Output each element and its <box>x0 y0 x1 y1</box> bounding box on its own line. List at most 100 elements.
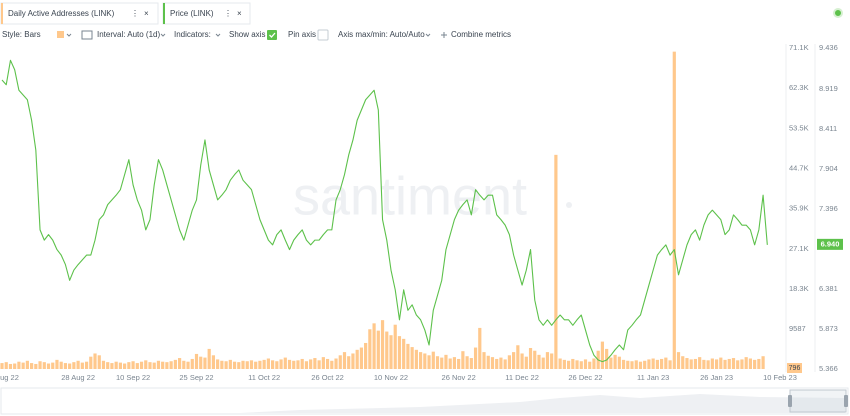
bar <box>393 324 397 369</box>
axis-minmax-select[interactable]: Axis max/min: Auto/Auto <box>338 30 425 39</box>
bar <box>753 359 757 369</box>
bar <box>123 363 127 369</box>
x-tick-label: 26 Nov 22 <box>442 373 476 382</box>
bar <box>131 361 135 369</box>
color-swatch[interactable] <box>57 31 64 38</box>
bar <box>186 361 190 369</box>
bar <box>182 360 186 369</box>
bar <box>97 355 101 369</box>
y-tick-label: 18.3K <box>789 284 809 293</box>
navigator-handle[interactable] <box>788 395 792 407</box>
bar <box>685 358 689 369</box>
bar <box>8 363 13 369</box>
tab-menu[interactable]: ⋮ <box>224 9 232 18</box>
bar <box>702 359 706 369</box>
bar <box>93 353 97 369</box>
tab-menu[interactable]: ⋮ <box>131 9 139 18</box>
bar <box>13 363 17 369</box>
bar <box>757 358 761 369</box>
bar <box>275 361 279 369</box>
bar <box>152 362 156 369</box>
bar <box>655 359 659 369</box>
bar <box>714 359 719 369</box>
bar <box>376 330 380 369</box>
bar <box>321 357 325 369</box>
bar <box>80 362 84 369</box>
bar <box>347 356 351 369</box>
bar <box>177 358 182 369</box>
style-select[interactable]: Style: Bars <box>2 30 41 39</box>
bar <box>698 357 702 369</box>
bar <box>266 358 270 369</box>
combine-metrics[interactable]: Combine metrics <box>451 30 511 39</box>
bar <box>385 331 389 369</box>
x-tick-label: 10 Sep 22 <box>116 373 150 382</box>
bar <box>232 361 237 369</box>
bar <box>216 359 220 369</box>
bar <box>761 356 765 369</box>
bar <box>161 361 165 369</box>
bar <box>558 358 562 369</box>
plot-area <box>0 51 769 370</box>
y2-tick-label: 6.381 <box>819 284 838 293</box>
bar <box>68 363 72 369</box>
bar <box>89 356 93 369</box>
y-tick-label: 62.3K <box>789 83 809 92</box>
tab-close[interactable]: × <box>237 9 242 18</box>
x-tick-label: 10 Feb 23 <box>763 373 797 382</box>
bar <box>423 353 427 369</box>
y-tick-label: 44.7K <box>789 164 809 173</box>
chevron <box>66 33 72 37</box>
y2-tick-label: 8.919 <box>819 84 838 93</box>
bar <box>110 363 114 369</box>
bar <box>503 359 507 369</box>
navigator-handle[interactable] <box>844 395 848 407</box>
bar <box>626 360 630 369</box>
bar <box>537 354 541 369</box>
bar <box>313 358 317 369</box>
y-tick-label: 27.1K <box>789 244 809 253</box>
bar <box>190 358 194 369</box>
bar <box>520 353 524 369</box>
bar <box>389 335 393 369</box>
bar <box>630 361 634 369</box>
last-value-label: 796 <box>789 365 801 372</box>
bar <box>672 51 676 369</box>
x-tick-label: 10 Nov 22 <box>374 373 408 382</box>
bar <box>418 352 423 369</box>
bar <box>562 359 566 369</box>
y2-tick-label: 5.873 <box>819 324 838 333</box>
bar <box>84 361 89 369</box>
bar <box>554 154 558 369</box>
bar <box>63 363 68 369</box>
bar <box>731 358 736 369</box>
show-axis-checkbox[interactable] <box>267 30 277 40</box>
bar <box>228 359 232 369</box>
bar <box>21 362 25 369</box>
bar <box>220 360 224 369</box>
bar <box>736 360 740 369</box>
navigator-window[interactable] <box>789 389 847 413</box>
calendar-icon <box>81 30 93 40</box>
bar <box>744 357 748 369</box>
indicators-select[interactable]: Indicators: <box>174 30 211 39</box>
pin-axis-checkbox[interactable] <box>317 29 329 41</box>
bar <box>169 361 173 369</box>
x-tick-label: 10 Aug 22 <box>0 373 19 382</box>
bar <box>402 338 406 369</box>
tab-color <box>1 3 3 24</box>
bar <box>516 345 520 369</box>
bar <box>719 357 723 369</box>
x-tick-label: 26 Jan 23 <box>700 373 733 382</box>
bar <box>528 347 533 369</box>
bar <box>139 361 144 369</box>
chevron <box>425 33 431 37</box>
bar <box>486 355 490 369</box>
bar <box>241 360 245 369</box>
bar <box>135 363 139 369</box>
bar <box>621 359 626 369</box>
bar <box>444 354 448 369</box>
tab-close[interactable]: × <box>144 9 149 18</box>
interval-select[interactable]: Interval: Auto (1d) <box>97 30 160 39</box>
